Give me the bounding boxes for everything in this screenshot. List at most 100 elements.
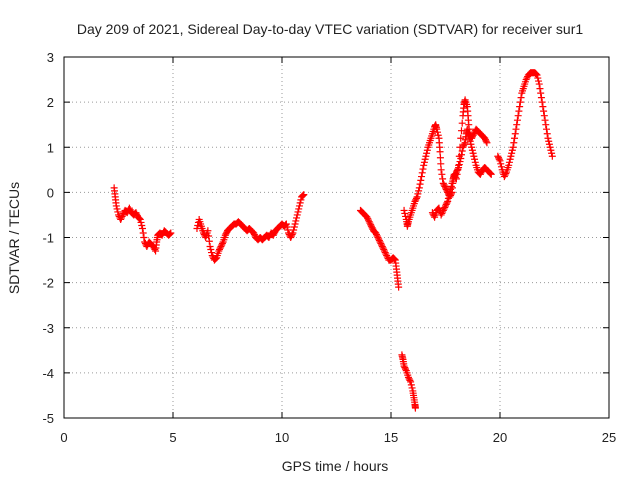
data-point [269, 231, 277, 239]
data-point [287, 234, 295, 241]
data-point [545, 140, 553, 148]
data-point [458, 147, 466, 155]
data-point [400, 362, 408, 370]
data-point [167, 229, 175, 237]
series-seg-4 [398, 351, 419, 412]
data-point [165, 230, 173, 238]
data-point [208, 249, 216, 257]
data-point [452, 170, 460, 178]
data-point [415, 184, 423, 192]
data-point [135, 214, 143, 222]
data-point [471, 155, 479, 163]
data-point [366, 219, 374, 227]
data-point [456, 158, 464, 166]
data-point [443, 199, 451, 207]
data-point [139, 229, 147, 237]
data-point [532, 70, 540, 78]
x-tick-label: 25 [602, 430, 616, 445]
data-point [542, 121, 550, 129]
data-point [406, 376, 414, 384]
data-point [206, 243, 214, 251]
data-point [407, 381, 415, 389]
data-point [466, 137, 474, 145]
x-axis-label: GPS time / hours [282, 458, 389, 474]
data-point [133, 210, 141, 218]
data-point [444, 194, 452, 202]
data-point [378, 243, 386, 251]
data-point [486, 169, 494, 177]
data-point [287, 232, 295, 240]
data-point [418, 173, 426, 181]
data-point [440, 205, 448, 213]
data-point [447, 182, 455, 190]
data-point [282, 220, 290, 228]
data-point [516, 98, 524, 106]
data-point [497, 163, 505, 171]
data-point [293, 211, 301, 219]
data-point [382, 250, 390, 258]
data-point [265, 234, 273, 241]
data-point [411, 197, 419, 205]
data-point [380, 246, 388, 254]
x-tick-label: 5 [169, 430, 176, 445]
data-point [379, 244, 387, 252]
data-point [138, 221, 146, 229]
data-point [548, 152, 556, 160]
data-point [212, 255, 220, 263]
data-point [372, 230, 380, 238]
data-point [291, 220, 299, 228]
data-point [468, 146, 476, 154]
data-point [221, 231, 229, 239]
data-point [298, 192, 306, 200]
data-point [411, 404, 419, 412]
data-point [446, 188, 454, 196]
data-point [540, 112, 548, 120]
data-point [452, 168, 460, 176]
data-point [296, 199, 304, 207]
y-tick-label: 2 [47, 95, 54, 110]
data-point [487, 170, 495, 178]
data-point [545, 137, 553, 145]
data-point [457, 134, 465, 142]
data-point [408, 384, 416, 392]
data-point [453, 167, 461, 175]
data-point [469, 149, 477, 157]
data-point [300, 191, 308, 199]
data-point [515, 107, 523, 115]
data-point [419, 165, 427, 173]
data-point [507, 152, 515, 160]
data-point [138, 224, 146, 232]
data-point [495, 154, 503, 162]
data-markers [110, 69, 556, 412]
data-point [294, 208, 302, 216]
data-point [496, 157, 504, 165]
data-point [299, 191, 307, 199]
data-point [295, 205, 303, 213]
y-tick-label: -2 [42, 276, 54, 291]
data-point [363, 213, 371, 221]
data-point [383, 252, 391, 260]
data-point [460, 140, 468, 148]
data-point [533, 71, 541, 79]
data-point [405, 375, 413, 383]
data-point [373, 232, 381, 240]
data-point [364, 215, 372, 223]
data-point [423, 149, 431, 157]
data-point [250, 230, 258, 238]
data-point [297, 196, 305, 204]
data-point [422, 152, 430, 160]
data-point [222, 230, 230, 238]
data-point [136, 215, 144, 223]
data-point [423, 146, 431, 154]
data-point [283, 223, 291, 231]
data-point [522, 76, 530, 84]
data-point [451, 171, 459, 179]
data-point [495, 155, 503, 163]
data-point [534, 74, 542, 82]
data-point [374, 234, 382, 241]
data-point [418, 169, 426, 177]
data-point [390, 255, 398, 263]
data-point [547, 146, 555, 154]
series-seg-5 [400, 96, 491, 230]
data-point [380, 247, 388, 255]
